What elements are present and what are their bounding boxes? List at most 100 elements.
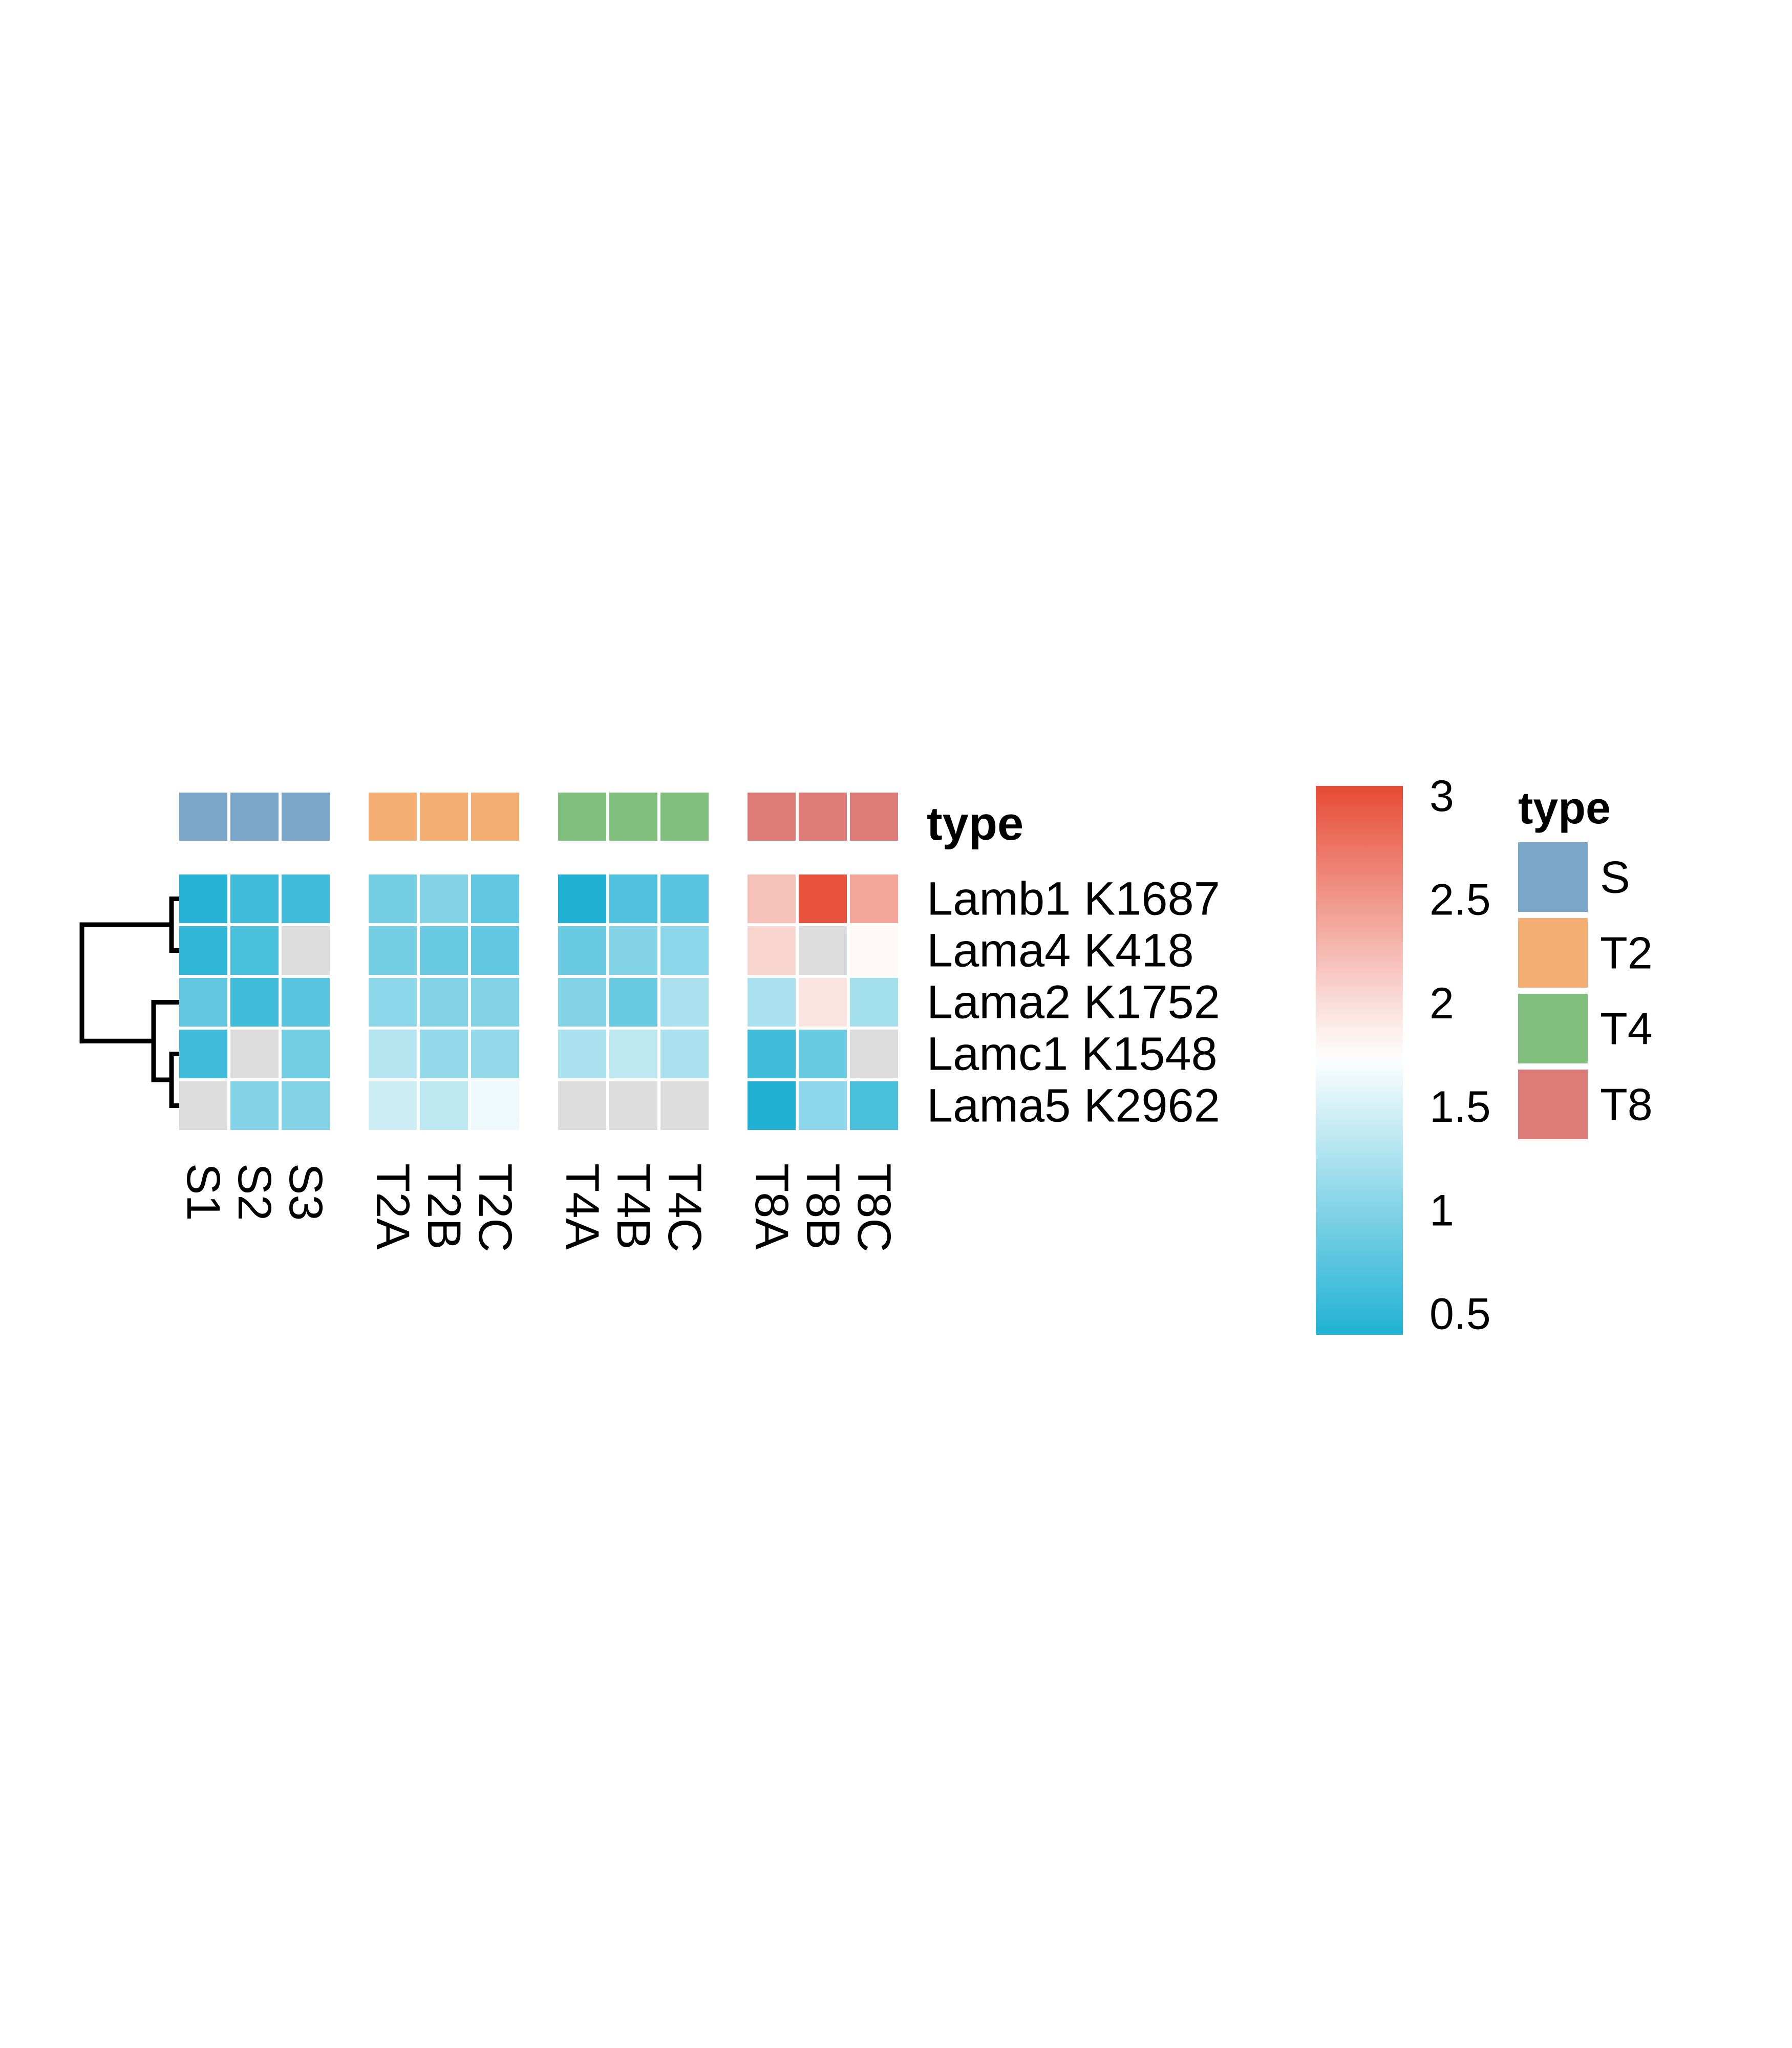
cell-lamb1-k1687-s3 <box>282 874 330 923</box>
color-legend-bar <box>1316 786 1403 1335</box>
type-legend-label-s: S <box>1600 852 1630 903</box>
annotation-cell-t2b <box>420 793 468 841</box>
cell-lama2-k1752-t4c <box>660 978 709 1027</box>
row-dendrogram <box>79 897 182 1108</box>
cell-lamb1-k1687-s2 <box>230 874 279 923</box>
column-label-s3: S3 <box>280 1163 332 1221</box>
cell-lama2-k1752-t2a <box>369 978 417 1027</box>
color-legend-tick-1-5: 1.5 <box>1430 1082 1491 1132</box>
cell-lama2-k1752-t4b <box>609 978 657 1027</box>
row-label-lamb1-k1687: Lamb1 K1687 <box>927 873 1220 925</box>
cell-lama2-k1752-s2 <box>230 978 279 1027</box>
cell-lamc1-k1548-t2c <box>471 1030 519 1078</box>
cell-lamb1-k1687-t2c <box>471 874 519 923</box>
row-label-lama4-k418: Lama4 K418 <box>927 925 1194 977</box>
type-legend-swatch-s <box>1518 842 1588 912</box>
cell-lama2-k1752-t2b <box>420 978 468 1027</box>
annotation-cell-t8c <box>850 793 898 841</box>
cell-lama4-k418-t2b <box>420 926 468 975</box>
column-label-t2b: T2B <box>418 1163 470 1250</box>
column-label-t2a: T2A <box>367 1163 419 1250</box>
cell-lamc1-k1548-s2 <box>230 1030 279 1078</box>
color-legend-tick-2: 2 <box>1430 979 1454 1028</box>
color-legend-tick-3: 3 <box>1430 772 1454 821</box>
cell-lama5-k2962-t8a <box>748 1081 796 1130</box>
column-label-t4b: T4B <box>607 1163 659 1250</box>
row-label-lamc1-k1548: Lamc1 K1548 <box>927 1028 1218 1080</box>
cell-lama2-k1752-t8c <box>850 978 898 1027</box>
cell-lama5-k2962-t2a <box>369 1081 417 1130</box>
column-label-t4a: T4A <box>556 1163 608 1250</box>
cell-lama2-k1752-s3 <box>282 978 330 1027</box>
cell-lamb1-k1687-t2a <box>369 874 417 923</box>
color-legend-tick-1: 1 <box>1430 1186 1454 1235</box>
cell-lamc1-k1548-t4c <box>660 1030 709 1078</box>
annotation-title: type <box>927 798 1023 850</box>
cell-lama2-k1752-t2c <box>471 978 519 1027</box>
cell-lama4-k418-t8b <box>799 926 847 975</box>
cell-lamc1-k1548-t4a <box>558 1030 606 1078</box>
cell-lama4-k418-t8a <box>748 926 796 975</box>
cell-lama5-k2962-t2b <box>420 1081 468 1130</box>
annotation-cell-t8b <box>799 793 847 841</box>
cell-lama5-k2962-t4a <box>558 1081 606 1130</box>
color-legend-ticks: 0.5 1 1.5 2 2.5 3 <box>1430 772 1491 1338</box>
color-legend-tick-2-5: 2.5 <box>1430 875 1491 924</box>
cell-lamc1-k1548-t2b <box>420 1030 468 1078</box>
annotation-cell-t4b <box>609 793 657 841</box>
cell-lama5-k2962-s1 <box>179 1081 227 1130</box>
annotation-cell-s1 <box>179 793 227 841</box>
annotation-cell-s2 <box>230 793 279 841</box>
cell-lamb1-k1687-s1 <box>179 874 227 923</box>
type-legend-title: type <box>1518 782 1611 833</box>
cell-lamb1-k1687-t4c <box>660 874 709 923</box>
cell-lamb1-k1687-t4a <box>558 874 606 923</box>
type-legend-label-t4: T4 <box>1600 1004 1653 1054</box>
cell-lamc1-k1548-s3 <box>282 1030 330 1078</box>
heatmap-cells <box>179 874 898 1130</box>
cell-lama5-k2962-t2c <box>471 1081 519 1130</box>
column-label-s2: S2 <box>228 1163 281 1221</box>
type-legend-label-t8: T8 <box>1600 1079 1653 1130</box>
type-legend: S T2 T4 T8 <box>1518 842 1653 1139</box>
cell-lamc1-k1548-t2a <box>369 1030 417 1078</box>
cell-lamc1-k1548-s1 <box>179 1030 227 1078</box>
row-label-lama2-k1752: Lama2 K1752 <box>927 976 1220 1029</box>
cell-lamb1-k1687-t8b <box>799 874 847 923</box>
cell-lama4-k418-t4b <box>609 926 657 975</box>
type-legend-label-t2: T2 <box>1600 928 1653 978</box>
cell-lama2-k1752-s1 <box>179 978 227 1027</box>
cell-lama4-k418-t2c <box>471 926 519 975</box>
cell-lamc1-k1548-t4b <box>609 1030 657 1078</box>
cell-lama5-k2962-t8b <box>799 1081 847 1130</box>
column-label-t8b: T8B <box>797 1163 849 1250</box>
type-legend-swatch-t8 <box>1518 1070 1588 1139</box>
column-label-t8a: T8A <box>745 1163 798 1250</box>
cell-lama5-k2962-s2 <box>230 1081 279 1130</box>
cell-lama5-k2962-t4b <box>609 1081 657 1130</box>
type-legend-swatch-t4 <box>1518 994 1588 1063</box>
annotation-cell-t4c <box>660 793 709 841</box>
cell-lamb1-k1687-t4b <box>609 874 657 923</box>
annotation-cell-s3 <box>282 793 330 841</box>
cell-lamc1-k1548-t8b <box>799 1030 847 1078</box>
column-label-t2c: T2C <box>469 1163 521 1252</box>
annotation-cell-t4a <box>558 793 606 841</box>
cell-lama5-k2962-t4c <box>660 1081 709 1130</box>
cell-lamc1-k1548-t8a <box>748 1030 796 1078</box>
annotation-cell-t2c <box>471 793 519 841</box>
cell-lamc1-k1548-t8c <box>850 1030 898 1078</box>
column-label-t4c: T4C <box>658 1163 711 1252</box>
annotation-cell-t2a <box>369 793 417 841</box>
cell-lama5-k2962-s3 <box>282 1081 330 1130</box>
column-label-s1: S1 <box>177 1163 229 1221</box>
cell-lama2-k1752-t4a <box>558 978 606 1027</box>
column-annotation-bar <box>179 793 898 841</box>
column-label-t8c: T8C <box>848 1163 900 1252</box>
cell-lama4-k418-s2 <box>230 926 279 975</box>
cell-lamb1-k1687-t8c <box>850 874 898 923</box>
cell-lama2-k1752-t8a <box>748 978 796 1027</box>
